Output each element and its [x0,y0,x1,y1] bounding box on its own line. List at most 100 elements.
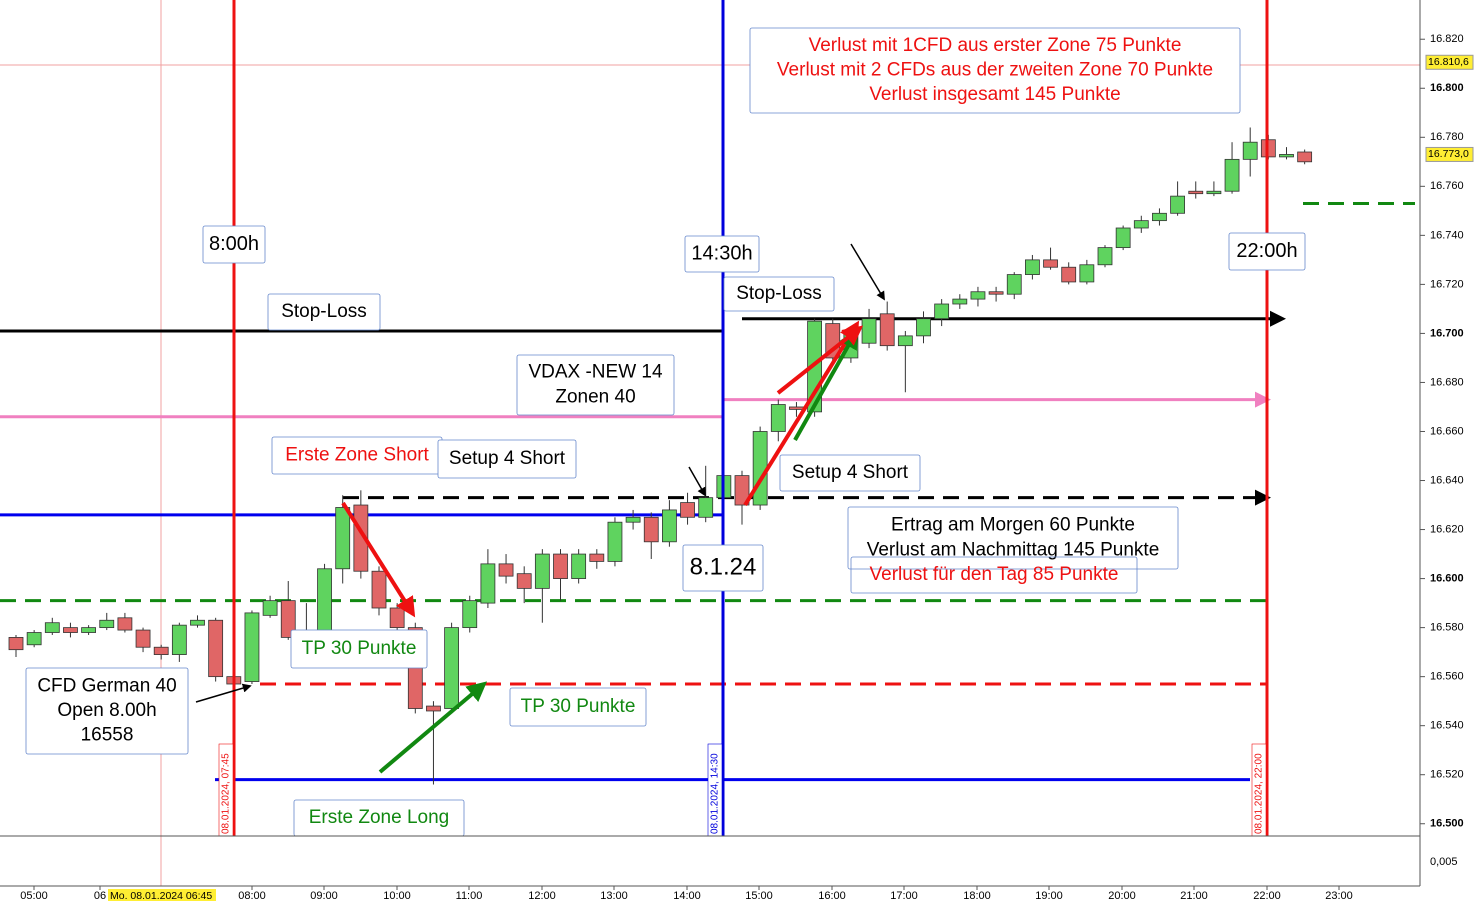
candle-body [8,637,24,651]
candle-body [244,612,260,682]
candle-body [99,619,115,629]
annotation-box [1228,232,1306,271]
candle-body [44,622,60,633]
candle-body [280,600,296,638]
annotation-text: TP 30 Punkte [302,638,417,659]
time-label: 08.01.2024, 22:00 [1254,753,1265,834]
x-tick-label: 08:00 [238,890,266,901]
annotation-text: 22:00h [1236,240,1297,262]
annotation-box [749,27,1241,114]
candle-body [171,624,187,655]
candle-body [789,406,804,410]
y-tick-label: 16.800 [1430,82,1464,94]
annotation-box [516,354,675,416]
y-tick-label: 16.640 [1430,474,1464,486]
candle-body [1025,259,1040,275]
candle-body [1297,151,1313,163]
candle-body [625,516,641,523]
arrows [195,243,885,774]
candle-body [1224,158,1240,192]
candle-body [498,563,514,577]
candle-body [371,570,387,609]
candle-body [770,404,786,432]
y-tick-label: 16.560 [1430,671,1464,683]
y-tick-label: 16.580 [1430,622,1464,634]
annotation-box [723,276,835,312]
y-tick-label: 16.660 [1430,425,1464,437]
candle-body [516,573,532,589]
x-tick-label: 22:00 [1253,890,1281,901]
arrow [341,501,416,618]
annotation-box [437,439,577,479]
candle-body [934,303,950,320]
annotation-box [290,629,428,669]
candle-body [81,627,96,633]
annotations: 8:00h 14:30h 22:00h Stop-Loss Stop-Loss VDAX … [25,27,1306,837]
annotation-text: Ertrag am Morgen 60 Punkte [891,515,1135,536]
annotation-box [682,544,764,592]
y-tick-label: 16.700 [1430,327,1464,339]
candle-body [607,521,623,562]
x-tick-label: 10:00 [383,890,411,901]
annotation-box [847,506,1179,570]
annotation-text: TP 30 Punkte [521,696,636,717]
annotation-text: Setup 4 Short [792,462,909,483]
annotation-box [509,687,647,727]
candle-body [262,600,278,616]
time-label: 08.01.2024, 14:30 [710,753,721,834]
x-tick-label: 17:00 [890,890,918,901]
annotation-box [267,293,381,331]
y-tick-label: 16.780 [1430,131,1464,143]
annotation-text: CFD German 40 [37,675,176,696]
annotation-text: Stop-Loss [281,301,367,322]
x-tick-label: 09:00 [310,890,338,901]
x-tick-label: 05:00 [20,890,48,901]
candle-body [1061,266,1077,283]
x-tick-label: 16:00 [818,890,846,901]
candle-body [897,335,913,347]
candle-body [1097,247,1113,266]
candle-body [643,516,659,543]
candle-body [353,504,369,572]
y-tick-label: 16.540 [1430,720,1464,732]
arrow [850,243,885,301]
candle-body [952,298,968,305]
annotation-text: Erste Zone Short [285,445,429,466]
level-arrowhead [1270,310,1286,327]
x-tick-label: 14:00 [673,890,701,901]
y-tick-label: 16.600 [1430,572,1464,584]
arrow [688,466,706,497]
price-tag-label: 16.810,6 [1428,56,1469,68]
y-tick-label: 16.620 [1430,523,1464,535]
candle-body [389,607,405,629]
candle-body [589,553,605,562]
candle-body [553,553,568,579]
candle-body [153,646,169,655]
candle-body [1279,154,1294,158]
annotation-box [25,667,189,755]
x-tick-label: 11:00 [456,890,483,901]
x-tick-label: 18:00 [963,890,991,901]
price-tag [1425,146,1474,162]
candle-body [26,632,42,646]
candle-body [335,507,351,570]
candle-body [680,502,695,518]
candle-body [190,619,205,626]
y-tick-label: 16.500 [1430,818,1464,830]
annotation-text: Setup 4 Short [449,448,566,469]
candle-body [662,509,677,543]
candle-body [1242,141,1258,160]
candle-body [208,619,224,678]
candle-body [444,627,460,709]
annotation-text: 8.1.24 [690,553,757,580]
candle-body [988,291,1004,295]
arrow [195,683,252,703]
y-tick-label: 16.680 [1430,376,1464,388]
candle-body [1133,220,1149,229]
arrow [776,325,864,395]
annotation-text: Verlust am Nachmittag 145 Punkte [867,539,1160,560]
x-tick-label: 13:00 [600,890,628,901]
x-tick-label: 06 [94,890,106,901]
